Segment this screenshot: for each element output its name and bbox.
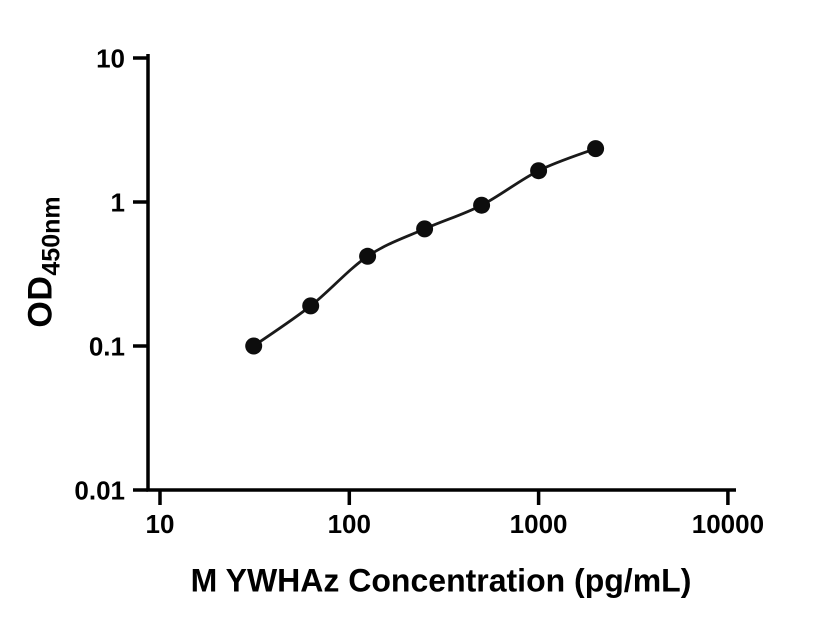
fit-curve [252,147,597,348]
axis-spines [146,54,736,492]
y-axis-title-subscript: 450nm [37,196,66,276]
data-point [245,337,263,355]
x-tick-label: 100 [328,509,371,539]
y-tick-label: 0.01 [74,476,125,506]
data-point [359,247,377,265]
data-point [587,140,605,158]
x-tick-label: 10000 [692,509,764,539]
y-axis-title: OD450nm [22,196,67,327]
y-tick-label: 10 [96,44,125,74]
data-point [473,196,491,214]
data-point [416,220,434,238]
y-tick-label: 0.1 [89,332,125,362]
x-tick-label: 10 [146,509,175,539]
x-tick-label: 1000 [510,509,568,539]
data-point [530,162,548,180]
y-tick-label: 1 [111,188,125,218]
y-axis-title-main: OD [21,275,60,328]
x-axis-title: M YWHAz Concentration (pg/mL) [190,562,692,599]
data-point [302,297,320,315]
